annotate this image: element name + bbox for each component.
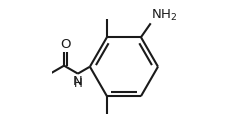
Text: O: O [60,38,71,51]
Text: H: H [74,77,83,90]
Text: NH$_2$: NH$_2$ [151,8,178,23]
Text: N: N [72,75,82,88]
